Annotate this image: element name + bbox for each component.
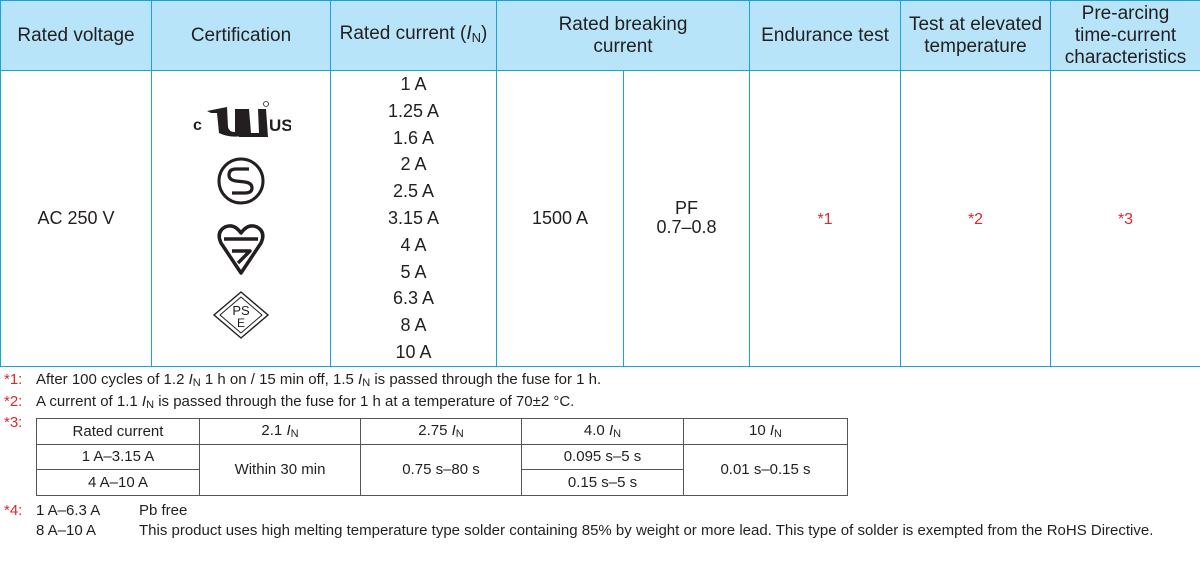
voltage-cell: AC 250 V — [0, 70, 152, 367]
power-factor-cell: PF 0.7–0.8 — [623, 70, 750, 367]
svg-text:PS: PS — [232, 303, 250, 318]
header-elevated-temperature: Test at elevated temperature — [900, 0, 1051, 71]
table-cell: 0.095 s–5 s — [521, 443, 684, 470]
current-value: 5 A — [400, 261, 427, 282]
table-cell: Within 30 min — [199, 443, 361, 496]
current-value: 6.3 A — [392, 288, 435, 309]
note-4-desc: This product uses high melting temperatu… — [139, 522, 1154, 539]
row-label: 4 A–10 A — [36, 469, 200, 496]
note-1-mark: *1: — [4, 371, 23, 388]
endurance-ref-cell: *1 — [749, 70, 901, 367]
header-endurance-test: Endurance test — [749, 0, 901, 71]
prearcing-ref-cell: *3 — [1050, 70, 1200, 367]
header-rated-current: Rated current (IN) — [330, 0, 497, 71]
note-ref-2: *2 — [967, 210, 984, 228]
svg-text:c: c — [193, 117, 202, 134]
table-cell: 0.01 s–0.15 s — [683, 443, 848, 496]
svg-text:US: US — [269, 116, 291, 135]
spec-row: AC 250 V c US — [0, 70, 1200, 367]
prearcing-header-col: 10 IN — [683, 418, 848, 445]
note-4-range: 8 A–10 A — [36, 522, 97, 539]
prearcing-table: Rated current 2.1 IN 2.75 IN 4.0 IN 10 I… — [36, 418, 848, 496]
note-ref-3: *3 — [1117, 210, 1134, 228]
elevated-ref-cell: *2 — [900, 70, 1051, 367]
certification-cell: c US — [151, 70, 331, 367]
svg-text:E: E — [237, 316, 245, 330]
note-1: *1: After 100 cycles of 1.2 IN 1 h on / 1… — [4, 371, 602, 389]
pse-icon: PS E — [212, 291, 270, 339]
pf-label: PF — [674, 198, 698, 219]
current-value: 1.25 A — [387, 100, 440, 121]
row-label: 1 A–3.15 A — [36, 443, 200, 470]
rated-current-cell: 1 A 1.25 A 1.6 A 2 A 2.5 A 3.15 A 4 A 5 … — [330, 70, 497, 367]
note-ref-1: *1 — [817, 210, 833, 228]
note-2-mark: *2: — [4, 393, 23, 410]
note-4-desc: Pb free — [139, 502, 188, 519]
current-list: 1 A 1.25 A 1.6 A 2 A 2.5 A 3.15 A 4 A 5 … — [331, 71, 496, 366]
table-cell: 0.15 s–5 s — [521, 469, 684, 496]
current-value: 4 A — [400, 234, 427, 255]
prearcing-header-col: 2.1 IN — [199, 418, 361, 445]
current-value: 3.15 A — [387, 207, 440, 228]
table-row: 4 A–10 A 0.15 s–5 s — [36, 469, 848, 496]
header-prearcing: Pre-arcing time-current characteristics — [1050, 0, 1200, 71]
header-row: Rated voltage Certification Rated curren… — [0, 0, 1200, 71]
note-3: *3: — [4, 414, 36, 432]
current-value: 2 A — [400, 154, 427, 175]
prearcing-header-col: 2.75 IN — [360, 418, 522, 445]
s-mark-icon — [217, 157, 265, 205]
kitemark-icon — [217, 224, 265, 275]
current-value: 8 A — [400, 315, 427, 336]
header-rated-breaking-current: Rated breaking current — [496, 0, 750, 71]
current-value: 10 A — [395, 341, 432, 362]
prearcing-header-col: 4.0 IN — [521, 418, 684, 445]
table-cell: 0.75 s–80 s — [360, 443, 522, 496]
breaking-current-cell: 1500 A — [496, 70, 624, 367]
note-4-mark: *4: — [4, 502, 23, 519]
current-value: 1.6 A — [392, 127, 435, 148]
note-3-mark: *3: — [4, 414, 23, 431]
note-2: *2: A current of 1.1 IN is passed through… — [4, 393, 575, 411]
header-rated-voltage: Rated voltage — [0, 0, 152, 71]
cul-us-icon: c US — [193, 101, 291, 137]
prearcing-header-row: Rated current 2.1 IN 2.75 IN 4.0 IN 10 I… — [36, 418, 848, 445]
current-value: 1 A — [400, 74, 427, 94]
prearcing-header-label: Rated current — [36, 418, 200, 445]
current-value: 2.5 A — [392, 181, 435, 202]
pf-value: 0.7–0.8 — [656, 217, 717, 238]
note-4-range: 1 A–6.3 A — [36, 502, 101, 519]
header-certification: Certification — [151, 0, 331, 71]
spec-table: Rated voltage Certification Rated curren… — [0, 0, 1200, 367]
table-row: 1 A–3.15 A Within 30 min 0.75 s–80 s 0.0… — [36, 443, 848, 496]
